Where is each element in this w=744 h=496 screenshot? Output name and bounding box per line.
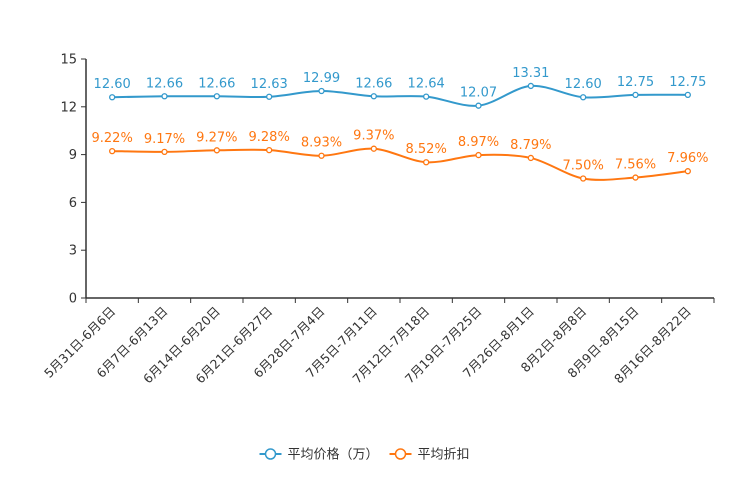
data-label: 9.17% [144, 132, 185, 147]
data-point[interactable] [213, 93, 220, 100]
data-label: 12.66 [146, 76, 183, 91]
data-point[interactable] [213, 147, 220, 154]
data-point[interactable] [318, 152, 325, 159]
data-label: 9.37% [353, 129, 394, 144]
data-label: 8.52% [406, 142, 447, 157]
y-tick-label: 9 [69, 148, 77, 163]
series-layer: 12.60 12.66 12.66 12.63 12.99 12.66 12.64 12.07… [92, 66, 708, 182]
y-tick-label: 3 [69, 244, 77, 259]
data-point[interactable] [370, 145, 377, 152]
data-label: 9.27% [196, 130, 237, 145]
data-label: 12.60 [565, 77, 602, 92]
legend-label: 平均价格（万） [288, 447, 379, 463]
data-label: 12.99 [303, 71, 340, 86]
data-label: 7.50% [563, 159, 604, 174]
data-label: 12.64 [408, 77, 445, 92]
data-point[interactable] [684, 91, 691, 98]
data-point[interactable] [580, 94, 587, 101]
data-point[interactable] [632, 174, 639, 181]
data-point[interactable] [527, 154, 534, 162]
legend-label: 平均折扣 [418, 448, 470, 463]
data-label: 12.60 [94, 77, 131, 92]
data-label: 8.79% [510, 138, 551, 153]
data-label: 7.96% [667, 151, 708, 166]
data-label: 12.07 [460, 86, 497, 101]
series-line [112, 84, 688, 107]
data-label: 12.66 [355, 76, 392, 91]
legend-item-1[interactable]: 平均价格（万） [259, 447, 379, 463]
data-point[interactable] [423, 93, 430, 100]
axes: 036912155月31日-6月6日6月7日-6月13日6月14日-6月20日6… [41, 53, 715, 386]
data-point[interactable] [475, 102, 482, 109]
data-label: 13.31 [512, 66, 549, 81]
data-point[interactable] [161, 148, 168, 156]
legend-item-2[interactable]: 平均折扣 [389, 448, 470, 463]
data-label: 8.93% [301, 136, 342, 151]
data-point[interactable] [266, 146, 273, 154]
legend[interactable]: 平均价格（万） 平均折扣 [259, 447, 470, 463]
series-line [112, 147, 688, 181]
data-label: 12.75 [617, 75, 654, 90]
data-label: 12.75 [669, 75, 706, 90]
legend-marker [264, 448, 277, 460]
data-point[interactable] [318, 87, 325, 95]
data-label: 7.56% [615, 158, 656, 173]
legend-marker [394, 448, 407, 460]
data-label: 8.97% [458, 135, 499, 150]
data-point[interactable] [527, 82, 534, 90]
data-label: 12.66 [198, 76, 235, 91]
y-tick-label: 0 [69, 292, 77, 307]
data-label: 9.22% [92, 131, 133, 146]
data-point[interactable] [266, 93, 273, 100]
data-point[interactable] [580, 175, 587, 182]
data-point[interactable] [161, 93, 168, 100]
y-tick-label: 15 [60, 53, 77, 68]
data-label: 12.63 [251, 77, 288, 92]
data-label: 9.28% [249, 130, 290, 145]
data-point[interactable] [423, 159, 430, 166]
data-point[interactable] [684, 168, 691, 175]
data-point[interactable] [632, 91, 639, 98]
data-point[interactable] [109, 94, 116, 101]
y-tick-label: 12 [60, 100, 77, 115]
series-1: 12.60 12.66 12.66 12.63 12.99 12.66 12.64 12.07… [94, 66, 706, 109]
data-point[interactable] [475, 151, 482, 159]
data-point[interactable] [370, 93, 377, 100]
data-point[interactable] [109, 147, 116, 155]
series-2: 9.22% 9.17% 9.27% 9.28% 8.93% 9.37% 8.52% 8.97%… [92, 129, 708, 182]
y-tick-label: 6 [69, 196, 77, 211]
